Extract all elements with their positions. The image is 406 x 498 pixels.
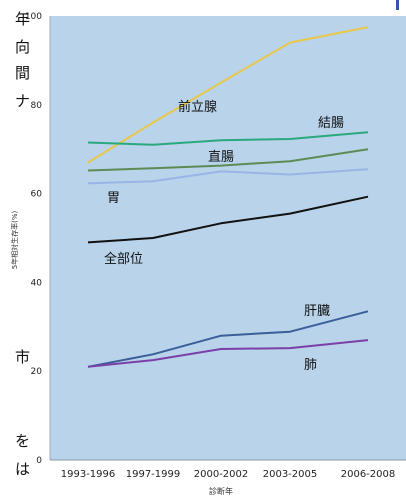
x-tick-label: 2000-2002 bbox=[194, 469, 249, 480]
series-line-5 bbox=[87, 310, 369, 368]
series-label-1: 結腸 bbox=[318, 116, 344, 131]
series-group bbox=[87, 26, 369, 368]
x-axis-label: 診断年 bbox=[209, 486, 233, 496]
series-line-3 bbox=[87, 168, 369, 185]
y-tick-label: 0 bbox=[36, 456, 42, 466]
side-text-column: 年向間ナ市をは bbox=[0, 0, 34, 498]
y-axis-label: 5年相対生存率(%) bbox=[10, 210, 19, 269]
series-label-5: 肝臓 bbox=[304, 304, 330, 319]
side-text-glyph: 向 bbox=[14, 38, 30, 56]
series-label-0: 前立腺 bbox=[178, 99, 217, 115]
x-tick-label: 1993-1996 bbox=[61, 469, 116, 480]
side-text-glyph: を bbox=[14, 432, 30, 450]
series-line-2 bbox=[87, 148, 369, 172]
series-line-1 bbox=[87, 131, 369, 146]
y-tick-label: 20 bbox=[31, 367, 43, 377]
series-line-6 bbox=[87, 339, 369, 368]
x-tick-label: 2003-2005 bbox=[263, 469, 318, 480]
plot-background bbox=[50, 16, 406, 460]
x-axis: 1993-1996 1997-1999 2000-2002 2003-2005 2006… bbox=[50, 459, 406, 480]
side-text-glyph: ナ bbox=[14, 92, 30, 110]
series-label-6: 肺 bbox=[304, 358, 317, 373]
side-text-glyph: 市 bbox=[14, 348, 30, 366]
series-label-3: 胃 bbox=[107, 191, 120, 206]
y-tick-label: 80 bbox=[31, 101, 43, 111]
y-tick-label: 60 bbox=[31, 190, 43, 200]
x-tick-label: 2006-2008 bbox=[341, 469, 396, 480]
y-tick-label: 100 bbox=[25, 12, 42, 22]
side-text-glyph: は bbox=[14, 460, 30, 478]
series-label-4: 全部位 bbox=[104, 251, 143, 267]
y-axis: 0 20 40 60 80 100 bbox=[25, 12, 51, 466]
corner-marker bbox=[396, 0, 399, 10]
side-text-glyph: 間 bbox=[14, 64, 30, 82]
series-label-2: 直腸 bbox=[208, 150, 234, 165]
y-tick-label: 40 bbox=[31, 278, 43, 288]
x-tick-label: 1997-1999 bbox=[126, 469, 181, 480]
series-line-4 bbox=[87, 195, 369, 244]
series-line-0 bbox=[87, 26, 369, 164]
side-text-glyph: 年 bbox=[14, 10, 30, 28]
